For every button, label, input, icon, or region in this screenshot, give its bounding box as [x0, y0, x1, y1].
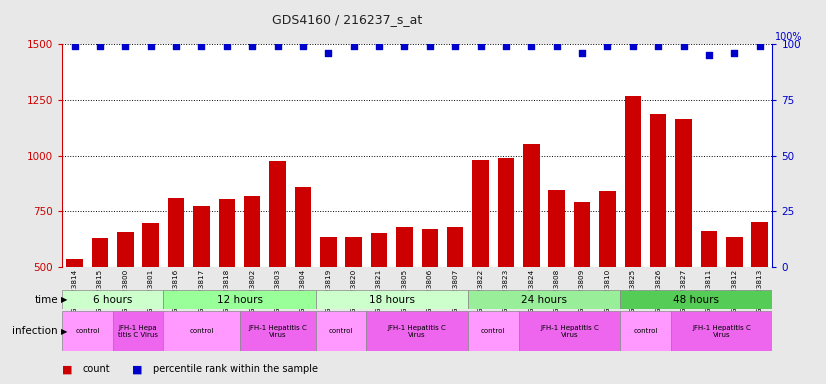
Bar [620, 290, 772, 309]
Bar [164, 311, 240, 351]
Bar [671, 311, 772, 351]
Point [169, 43, 183, 50]
Point [144, 43, 157, 50]
Point [525, 43, 538, 50]
Text: time: time [34, 295, 58, 305]
Bar [316, 290, 468, 309]
Text: control: control [634, 328, 657, 334]
Point [728, 50, 741, 56]
Bar [316, 311, 367, 351]
Bar [295, 187, 311, 378]
Bar [472, 160, 489, 378]
Text: control: control [189, 328, 214, 334]
Text: JFH-1 Hepatitis C
Virus: JFH-1 Hepatitis C Virus [540, 325, 599, 338]
Point [195, 43, 208, 50]
Text: 100%: 100% [775, 32, 802, 42]
Point [753, 43, 767, 50]
Bar [320, 237, 336, 378]
Text: GDS4160 / 216237_s_at: GDS4160 / 216237_s_at [272, 13, 422, 26]
Text: 18 hours: 18 hours [368, 295, 415, 305]
Bar [66, 259, 83, 378]
Text: 12 hours: 12 hours [216, 295, 263, 305]
Bar [700, 231, 717, 378]
Bar [421, 229, 438, 378]
Text: ▶: ▶ [61, 295, 68, 304]
Bar [624, 96, 641, 378]
Point [702, 52, 715, 58]
Point [398, 43, 411, 50]
Bar [367, 311, 468, 351]
Bar [519, 311, 620, 351]
Point [676, 43, 690, 50]
Bar [62, 311, 112, 351]
Point [119, 43, 132, 50]
Text: percentile rank within the sample: percentile rank within the sample [153, 364, 318, 374]
Bar [219, 199, 235, 378]
Bar [599, 191, 615, 378]
Text: control: control [481, 328, 506, 334]
Bar [447, 227, 463, 378]
Point [221, 43, 234, 50]
Bar [345, 237, 362, 378]
Text: count: count [83, 364, 110, 374]
Point [347, 43, 360, 50]
Bar [164, 290, 316, 309]
Bar [168, 198, 184, 378]
Point [245, 43, 259, 50]
Text: JFH-1 Hepa
titis C Virus: JFH-1 Hepa titis C Virus [118, 325, 158, 338]
Text: 6 hours: 6 hours [93, 295, 132, 305]
Point [601, 43, 614, 50]
Bar [523, 144, 539, 378]
Bar [396, 227, 413, 378]
Text: control: control [75, 328, 99, 334]
Bar [193, 206, 210, 378]
Bar [468, 290, 620, 309]
Point [499, 43, 512, 50]
Point [93, 43, 107, 50]
Bar [92, 238, 108, 378]
Text: JFH-1 Hepatitis C
Virus: JFH-1 Hepatitis C Virus [249, 325, 307, 338]
Text: ▶: ▶ [61, 327, 68, 336]
Bar [676, 119, 691, 378]
Bar [726, 237, 743, 378]
Text: JFH-1 Hepatitis C
Virus: JFH-1 Hepatitis C Virus [692, 325, 751, 338]
Point [68, 43, 81, 50]
Text: control: control [329, 328, 354, 334]
Bar [650, 114, 667, 378]
Point [576, 50, 589, 56]
Point [373, 43, 386, 50]
Bar [143, 223, 159, 378]
Point [652, 43, 665, 50]
Bar [371, 233, 387, 378]
Text: ■: ■ [62, 364, 73, 374]
Bar [498, 158, 514, 378]
Text: infection: infection [12, 326, 58, 336]
Point [550, 43, 563, 50]
Bar [620, 311, 671, 351]
Text: 24 hours: 24 hours [521, 295, 567, 305]
Bar [468, 311, 519, 351]
Bar [269, 161, 286, 378]
Point [322, 50, 335, 56]
Bar [548, 190, 565, 378]
Bar [574, 202, 591, 378]
Text: JFH-1 Hepatitis C
Virus: JFH-1 Hepatitis C Virus [387, 325, 447, 338]
Bar [244, 195, 260, 378]
Point [423, 43, 436, 50]
Point [271, 43, 284, 50]
Point [297, 43, 310, 50]
Bar [752, 222, 768, 378]
Point [626, 43, 639, 50]
Text: ■: ■ [132, 364, 143, 374]
Point [449, 43, 462, 50]
Bar [112, 311, 164, 351]
Bar [240, 311, 316, 351]
Point [474, 43, 487, 50]
Bar [117, 232, 134, 378]
Bar [62, 290, 164, 309]
Text: 48 hours: 48 hours [673, 295, 719, 305]
